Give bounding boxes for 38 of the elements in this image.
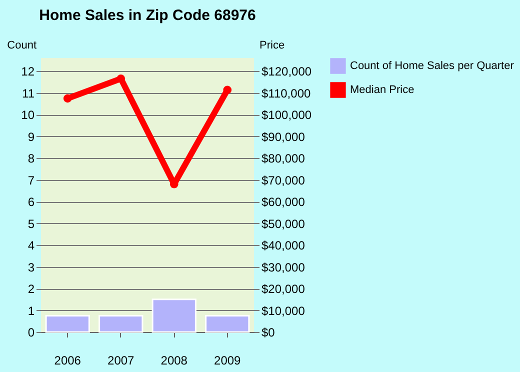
legend-label: Median Price <box>350 84 414 96</box>
x-tick-label: 2007 <box>108 354 135 368</box>
point <box>116 74 126 83</box>
x-tick-label: 2006 <box>54 354 82 368</box>
y2-tick-label: $50,000 <box>262 216 306 231</box>
y-tick-label: 11 <box>22 86 35 100</box>
y2-tick-label: $80,000 <box>262 152 306 166</box>
point <box>223 86 232 94</box>
y2-tick-label: $70,000 <box>262 173 306 188</box>
x-tick-label: 2009 <box>214 354 242 368</box>
y-tick-label: 6 <box>28 195 35 210</box>
y2-tick-label: $10,000 <box>262 304 306 318</box>
y-tick-label: 1 <box>28 304 35 318</box>
y2-tick-label: $60,000 <box>262 195 306 210</box>
y-tick-label: 10 <box>21 108 35 122</box>
y2-tick-label: $100,000 <box>262 108 312 122</box>
y-tick-label: 8 <box>28 152 35 166</box>
y2-tick-label: $120,000 <box>262 64 312 79</box>
y2-tick-label: $0 <box>262 326 276 340</box>
y2-axis-title: Price <box>260 40 285 52</box>
y-tick-label: 4 <box>28 238 35 253</box>
y-tick-label: 5 <box>28 216 35 231</box>
y2-tick-label: $20,000 <box>262 282 306 296</box>
y-tick-label: 2 <box>28 282 35 296</box>
y-tick-label: 0 <box>28 326 35 340</box>
legend-label: Count of Home Sales per Quarter <box>350 60 514 72</box>
x-tick-label: 2008 <box>160 354 188 368</box>
y2-tick-label: $110,000 <box>262 86 311 100</box>
y-tick-label: 3 <box>28 260 35 274</box>
y-axis-title: Count <box>7 40 36 52</box>
point <box>63 94 72 103</box>
y-tick-label: 9 <box>28 130 35 144</box>
chart-title: Home Sales in Zip Code 68976 <box>39 7 256 24</box>
y-tick-label: 7 <box>28 173 35 188</box>
y2-tick-label: $90,000 <box>262 130 306 144</box>
y-tick-label: 12 <box>21 64 35 79</box>
y2-tick-label: $30,000 <box>262 260 306 274</box>
y2-tick-label: $40,000 <box>262 238 306 253</box>
